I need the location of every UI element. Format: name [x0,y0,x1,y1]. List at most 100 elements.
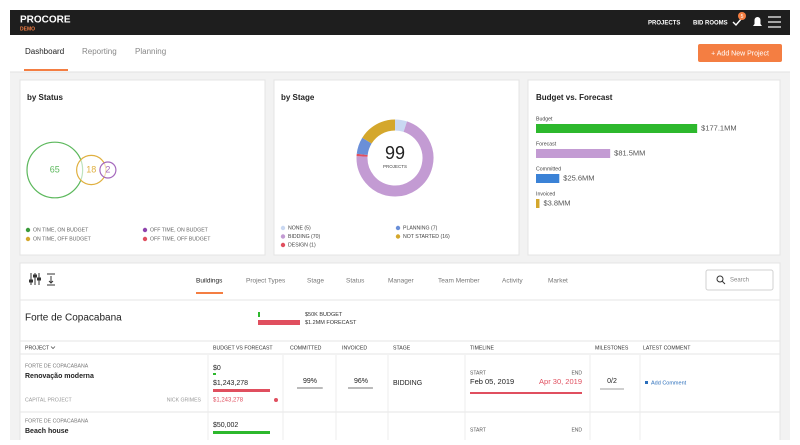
project-type: CAPITAL PROJECT [25,397,73,403]
bubble-label: 2 [105,164,110,174]
budget-bar [536,149,611,158]
bubble-label: 65 [50,164,60,174]
bar-value-label: $177.1MM [701,123,736,132]
column-header: INVOICED [342,345,367,351]
column-header: PROJECT [25,345,50,351]
donut-total-label: PROJECTS [383,164,407,169]
legend-label: NOT STARTED (16) [403,234,450,240]
timeline-end-label: END [571,427,582,433]
search-icon [716,275,726,285]
variance-dot [274,398,278,402]
filter-tab[interactable]: Buildings [196,278,223,285]
timeline-start-label: START [470,370,486,376]
budget-bar [536,174,560,183]
timeline-end: Apr 30, 2019 [539,377,582,386]
tab[interactable]: Reporting [82,47,117,56]
logo: PROCORE [20,15,71,26]
bar-name: Invoiced [536,191,555,197]
legend-label: PLANNING (7) [403,225,438,231]
filter-tab[interactable]: Market [548,278,568,285]
sort-chevron[interactable] [50,346,56,350]
project-name: Forte de Copacabana [25,313,122,324]
bell-icon[interactable] [753,17,762,26]
legend-label: OFF TIME, OFF BUDGET [150,236,211,242]
filter-tab[interactable]: Manager [388,278,414,285]
filter-tab[interactable]: Stage [307,278,324,285]
bar-value-label: $81.5MM [614,148,645,157]
add-comment[interactable]: Add Comment [651,380,687,386]
mini-forecast-bar [258,320,300,325]
search-box[interactable] [705,269,774,291]
add-project-button[interactable] [698,44,782,62]
card-title: by Status [27,93,64,102]
project-title[interactable]: Beach house [25,428,69,435]
legend-dot [280,242,286,248]
filter-tab[interactable]: Status [346,278,365,285]
budget-amount: $0 [213,365,221,372]
timeline-bar [470,392,582,394]
check-icon[interactable] [732,17,743,27]
nav-link[interactable]: BID ROOMS [693,21,728,27]
legend-label: NONE (5) [288,225,311,231]
bar-name: Budget [536,116,553,122]
bottom-margin [0,440,800,445]
project-title[interactable]: Renovação moderna [25,373,94,380]
active-tab-underline [24,69,68,71]
status-bubble [99,161,117,179]
legend-dot [395,234,401,239]
active-filter-underline [196,292,223,294]
bar-value-label: $3.8MM [543,198,570,207]
mini-forecast-label: $1.2MM FORECAST [305,320,357,326]
filter-tab[interactable]: Project Types [246,278,286,285]
timeline-start-label: START [470,427,486,433]
filter-icon[interactable] [29,273,41,285]
legend-dot [395,225,401,231]
column-header: MILESTONES [595,345,629,351]
legend-label: ON TIME, OFF BUDGET [33,236,92,242]
milestones: 0/2 [607,378,617,385]
legend-label: OFF TIME, ON BUDGET [150,227,209,233]
tab[interactable]: Planning [135,47,166,56]
donut-segment [362,119,396,144]
donut-segment [356,137,372,156]
tab-bar [10,35,790,72]
timeline-start: Feb 05, 2019 [470,377,514,386]
legend-label: DESIGN (1) [288,242,316,248]
budget-bar [536,124,698,133]
project-group: FORTE DE COPACABANA [25,363,89,369]
add-project-label[interactable]: + Add New Project [711,50,769,57]
sort-icon[interactable] [47,273,55,286]
legend-label: BIDDING (70) [288,234,321,240]
bubble-label: 18 [86,164,96,174]
legend-dot [25,236,31,242]
committed-percent: 99% [303,378,317,385]
variance-amount: $1,243,278 [213,398,244,404]
legend-dot [142,227,148,233]
legend-dot [25,227,31,233]
invoiced-bar [348,387,373,389]
legend-label: ON TIME, ON BUDGET [33,227,89,233]
logo-sub: DEMO [20,26,35,32]
badge-count: 5 [741,14,744,20]
budget-bar [536,199,540,208]
donut-segment [356,121,434,197]
invoiced-percent: 96% [354,378,368,385]
projects-panel [19,262,781,444]
timeline-end-label: END [571,370,582,376]
donut-segment [394,119,408,132]
column-header: COMMITTED [290,345,322,351]
project-manager: NICK GRIMES [167,397,202,403]
mini-budget-label: $50K BUDGET [305,312,343,318]
stage-card [273,79,520,256]
column-header: STAGE [393,345,411,351]
filter-tab[interactable]: Team Member [438,278,480,285]
column-header: BUDGET VS FORECAST [213,345,273,351]
menu-icon[interactable] [768,16,781,28]
nav-link[interactable]: PROJECTS [648,21,680,27]
filter-tab[interactable]: Activity [502,278,523,285]
legend-dot [142,236,148,242]
card-title: Budget vs. Forecast [536,93,613,102]
tab[interactable]: Dashboard [25,47,64,56]
card-title: by Stage [281,93,315,102]
